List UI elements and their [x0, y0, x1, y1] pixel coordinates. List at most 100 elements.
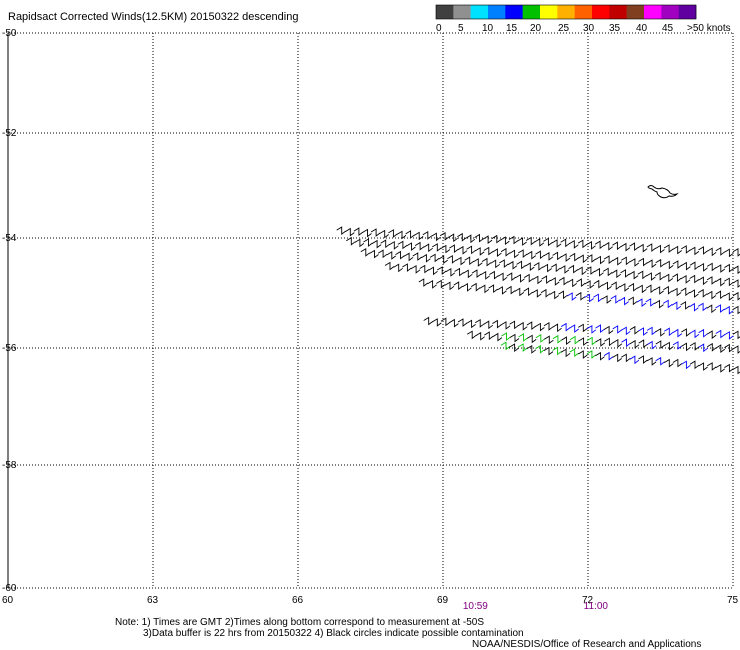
wind-barb — [689, 289, 699, 298]
legend-swatch — [436, 5, 454, 19]
wind-barb — [732, 265, 740, 275]
wind-barb — [462, 283, 472, 292]
wind-barb — [645, 284, 656, 294]
wind-barb — [680, 275, 691, 284]
wind-barb — [500, 236, 510, 245]
wind-barb — [646, 243, 657, 252]
wind-barb — [637, 243, 648, 253]
wind-barb — [552, 323, 562, 333]
wind-barb — [578, 350, 588, 359]
wind-barb — [526, 250, 537, 260]
wind-barb — [345, 227, 355, 237]
wind-barb — [715, 304, 725, 313]
wind-barb — [517, 237, 527, 246]
wind-barb — [517, 343, 528, 352]
wind-barb — [507, 260, 518, 270]
wind-barb — [389, 241, 399, 250]
wind-barb — [628, 296, 638, 306]
wind-barb — [732, 365, 740, 375]
wind-barb — [454, 267, 464, 277]
wind-barb — [577, 239, 588, 249]
wind-barb — [612, 325, 622, 334]
wind-barb — [603, 325, 614, 335]
wind-barb — [463, 269, 473, 279]
wind-barb — [526, 345, 537, 354]
lon-tick-label: 75 — [727, 595, 739, 606]
wind-barb — [544, 335, 554, 345]
wind-barb — [697, 302, 708, 312]
wind-barb — [681, 342, 691, 352]
wind-barb — [414, 241, 425, 251]
legend-label: 35 — [609, 23, 621, 34]
wind-barb — [663, 273, 674, 283]
wind-barb — [542, 263, 552, 273]
wind-barb — [481, 257, 492, 267]
wind-barb — [646, 340, 657, 350]
wind-barb — [533, 262, 544, 271]
wind-barb — [646, 272, 656, 281]
wind-barb — [654, 271, 665, 281]
wind-barb — [492, 332, 503, 342]
wind-barb — [655, 356, 665, 366]
wind-barb — [576, 278, 586, 287]
legend-label: 30 — [583, 23, 595, 34]
wind-barb — [732, 248, 740, 257]
legend-label: 5 — [458, 23, 464, 34]
wind-barb — [638, 339, 648, 348]
wind-barb — [438, 255, 448, 264]
legend-label: 15 — [506, 23, 518, 34]
wind-barb — [601, 295, 612, 304]
wind-barb — [610, 281, 621, 291]
lat-tick-label: -52 — [2, 128, 17, 139]
note-line-2: 3)Data buffer is 22 hrs from 20150322 4)… — [143, 628, 524, 639]
wind-barb — [569, 240, 579, 249]
wind-barb — [664, 341, 674, 351]
wind-barb — [497, 272, 508, 282]
wind-barb — [646, 326, 657, 336]
wind-barb — [393, 263, 403, 273]
wind-barb — [706, 290, 717, 300]
wind-barb — [479, 284, 490, 294]
wind-barb — [457, 232, 467, 242]
wind-barb — [629, 258, 640, 267]
lon-tick-label: 63 — [147, 595, 159, 606]
legend-swatch — [592, 5, 610, 19]
wind-barb — [466, 245, 476, 255]
wind-barb — [724, 277, 734, 287]
legend-swatch — [522, 5, 541, 19]
lat-tick-label: -58 — [2, 460, 17, 471]
legend-label: 40 — [636, 23, 648, 34]
wind-barb — [595, 255, 605, 265]
wind-barb — [560, 322, 571, 332]
wind-barb — [543, 322, 554, 331]
legend-swatch — [678, 5, 697, 19]
wind-barb — [611, 269, 622, 279]
wind-barb — [621, 256, 631, 266]
wind-barb — [566, 292, 577, 301]
wind-barb — [602, 281, 612, 291]
wind-barb — [662, 299, 673, 309]
legend-label: 20 — [530, 23, 542, 34]
wind-barb — [550, 277, 560, 286]
wind-barb — [655, 340, 666, 349]
lon-tick-label: 72 — [582, 595, 594, 606]
wind-barb — [540, 288, 551, 298]
legend-swatch — [661, 5, 679, 19]
wind-barb — [482, 235, 493, 244]
wind-barb — [654, 286, 664, 295]
wind-barb — [732, 345, 740, 354]
wind-barb — [453, 281, 463, 290]
wind-barb — [698, 343, 708, 353]
wind-barb — [578, 337, 588, 346]
time-label: 11:00 — [584, 601, 609, 612]
wind-barb — [439, 232, 450, 241]
wind-barb — [595, 351, 605, 361]
wind-barb — [501, 332, 511, 341]
legend-swatch — [557, 5, 575, 19]
wind-barb — [560, 238, 570, 248]
wind-barb — [465, 234, 476, 244]
wind-barb — [560, 348, 571, 358]
wind-barb — [584, 280, 595, 289]
wind-barb — [603, 241, 614, 251]
wind-barb — [535, 334, 546, 343]
